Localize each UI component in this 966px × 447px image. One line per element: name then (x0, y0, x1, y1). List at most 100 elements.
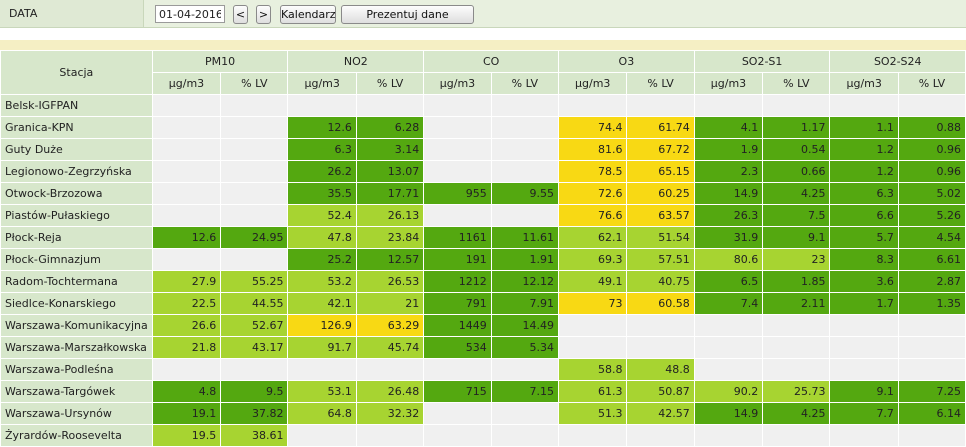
concentration-cell: 25.2 (287, 248, 357, 271)
next-day-button[interactable]: > (256, 5, 271, 24)
lv-percent-cell: 12.12 (490, 270, 560, 293)
lv-percent-cell: 13.07 (355, 160, 425, 183)
lv-percent-cell (490, 160, 560, 183)
lv-percent-cell (762, 314, 831, 337)
lv-percent-cell (626, 314, 695, 337)
group-header: PM10 (151, 50, 289, 73)
concentration-cell: 26.2 (287, 160, 357, 183)
station-name: Warszawa-Komunikacyjna (0, 314, 153, 337)
table-row: Belsk-IGFPAN (0, 94, 966, 117)
unit-header: µg/m3 (558, 72, 628, 95)
concentration-cell (693, 314, 764, 337)
concentration-cell: 74.4 (558, 116, 628, 139)
concentration-cell (423, 160, 492, 183)
concentration-cell: 7.4 (693, 292, 764, 315)
concentration-cell (423, 138, 492, 161)
table-row: Otwock-Brzozowa 35.5 17.71 955 9.55 72.6 60.25… (0, 182, 966, 205)
unit-header-row: µg/m3 % LV µg/m3 % LV µg/m3 % LV µg/m3 %… (1, 72, 966, 95)
concentration-cell: 9.1 (829, 380, 899, 403)
concentration-cell: 35.5 (287, 182, 357, 205)
lv-percent-cell: 25.73 (762, 380, 831, 403)
lv-percent-cell: 5.34 (490, 336, 560, 359)
concentration-cell (693, 336, 764, 359)
lv-percent-cell: 4.25 (762, 182, 831, 205)
unit-header: µg/m3 (287, 72, 357, 95)
concentration-cell (693, 358, 764, 381)
concentration-cell (151, 358, 222, 381)
lv-header: % LV (626, 72, 695, 95)
concentration-cell: 58.8 (558, 358, 628, 381)
lv-percent-cell: 2.87 (897, 270, 966, 293)
lv-percent-cell: 17.71 (355, 182, 425, 205)
concentration-cell: 61.3 (558, 380, 628, 403)
lv-percent-cell: 26.13 (355, 204, 425, 227)
concentration-cell: 64.8 (287, 402, 357, 425)
station-name: Warszawa-Podleśna (0, 358, 153, 381)
lv-percent-cell (626, 94, 695, 117)
concentration-cell: 1.2 (829, 138, 899, 161)
lv-percent-cell (762, 336, 831, 359)
lv-percent-cell: 32.32 (355, 402, 425, 425)
lv-percent-cell (220, 248, 289, 271)
lv-percent-cell (355, 94, 425, 117)
lv-percent-cell: 0.66 (762, 160, 831, 183)
lv-percent-cell (490, 402, 560, 425)
group-header: SO2-S1 (693, 50, 831, 73)
concentration-cell: 8.3 (829, 248, 899, 271)
station-name: Guty Duże (0, 138, 153, 161)
lv-percent-cell: 24.95 (220, 226, 289, 249)
concentration-cell (151, 204, 222, 227)
lv-percent-cell: 1.17 (762, 116, 831, 139)
station-name: Otwock-Brzozowa (0, 182, 153, 205)
concentration-cell: 51.3 (558, 402, 628, 425)
lv-percent-cell: 40.75 (626, 270, 695, 293)
lv-percent-cell: 6.14 (897, 402, 966, 425)
concentration-cell: 53.2 (287, 270, 357, 293)
concentration-cell: 21.8 (151, 336, 222, 359)
lv-percent-cell: 55.25 (220, 270, 289, 293)
table-row: Warszawa-Marszałkowska 21.8 43.17 91.7 45.74… (0, 336, 966, 359)
concentration-cell: 19.1 (151, 402, 222, 425)
concentration-cell (558, 424, 628, 447)
lv-percent-cell: 61.74 (626, 116, 695, 139)
lv-percent-cell (220, 116, 289, 139)
concentration-cell: 49.1 (558, 270, 628, 293)
concentration-cell: 955 (423, 182, 492, 205)
spacer-stripe (0, 40, 966, 50)
station-name: Belsk-IGFPAN (0, 94, 153, 117)
lv-percent-cell (220, 358, 289, 381)
lv-header: % LV (490, 72, 560, 95)
concentration-cell: 791 (423, 292, 492, 315)
concentration-cell: 47.8 (287, 226, 357, 249)
station-name: Warszawa-Marszałkowska (0, 336, 153, 359)
show-data-button[interactable]: Prezentuj dane (341, 5, 474, 24)
calendar-button[interactable]: Kalendarz (280, 5, 336, 24)
date-input[interactable] (155, 5, 225, 23)
lv-percent-cell (490, 358, 560, 381)
concentration-cell: 5.7 (829, 226, 899, 249)
unit-header: µg/m3 (829, 72, 899, 95)
lv-percent-cell (626, 336, 695, 359)
lv-percent-cell: 2.11 (762, 292, 831, 315)
station-name: Granica-KPN (0, 116, 153, 139)
concentration-cell: 534 (423, 336, 492, 359)
table-row: Płock-Reja 12.6 24.95 47.8 23.84 1161 11.61 62.… (0, 226, 966, 249)
concentration-cell (423, 424, 492, 447)
spacer (0, 28, 966, 40)
group-header-row: Stacja PM10 NO2 CO O3 SO2-S1 SO2-S24 (0, 50, 966, 95)
lv-percent-cell: 42.57 (626, 402, 695, 425)
station-name: Siedlce-Konarskiego (0, 292, 153, 315)
unit-header: µg/m3 (423, 72, 492, 95)
lv-percent-cell (490, 116, 560, 139)
lv-percent-cell: 6.61 (897, 248, 966, 271)
concentration-cell (287, 358, 357, 381)
station-name: Radom-Tochtermana (0, 270, 153, 293)
lv-percent-cell: 7.25 (897, 380, 966, 403)
table-row: Żyrardów-Roosevelta 19.5 38.61 (0, 424, 966, 447)
lv-percent-cell (897, 358, 966, 381)
prev-day-button[interactable]: < (233, 5, 248, 24)
lv-percent-cell: 50.87 (626, 380, 695, 403)
station-name: Płock-Gimnazjum (0, 248, 153, 271)
group-header: NO2 (287, 50, 425, 73)
station-name: Warszawa-Targówek (0, 380, 153, 403)
